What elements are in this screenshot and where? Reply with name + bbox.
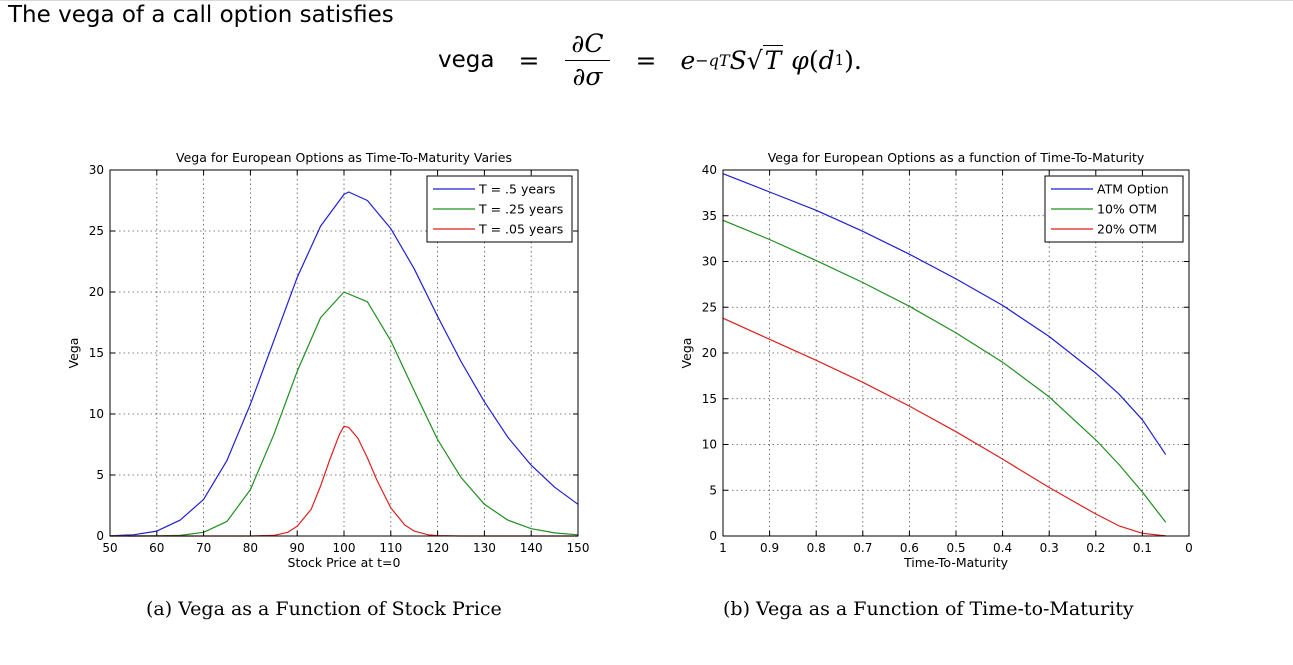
series-line-3 (110, 425, 578, 537)
formula-e: e (680, 45, 696, 75)
x-tick-label: 0.4 (993, 541, 1012, 555)
formula-numerator: ∂C (565, 29, 610, 61)
chart-title: Vega for European Options as Time-To-Mat… (176, 150, 512, 165)
formula-equals-2: = (635, 45, 657, 75)
formula-close: ). (844, 45, 862, 75)
x-tick-label: 110 (379, 541, 402, 555)
chart-vega-vs-stock-price: 50 60 70 80 90 100 110 120 130 140 150 0 5 10 15 20 25 30… (66, 150, 590, 570)
x-tick-label: 50 (102, 541, 117, 555)
x-tick-label: 0.9 (760, 541, 779, 555)
x-tick-label: 0.3 (1040, 541, 1059, 555)
y-tick-label: 25 (89, 224, 104, 238)
x-axis-label: Time-To-Maturity (903, 555, 1009, 570)
denominator-partial: ∂ (572, 61, 586, 91)
legend-label-3: 20% OTM (1097, 222, 1157, 237)
formula-S: S (729, 45, 747, 75)
formula-fraction: ∂C ∂σ (565, 29, 610, 91)
y-tick-label: 20 (89, 285, 104, 299)
legend-label-1: T = .5 years (478, 182, 555, 197)
x-tick-label: 80 (243, 541, 258, 555)
formula-exponent: −qT (695, 50, 730, 70)
formula-denominator: ∂σ (566, 61, 608, 91)
formula-d: d (818, 45, 835, 75)
intro-text: The vega of a call option satisfies (8, 2, 394, 28)
series-line-1 (109, 191, 579, 537)
legend-label-1: ATM Option (1097, 182, 1169, 197)
y-tick-label: 5 (96, 468, 104, 482)
x-tick-label: 0.5 (946, 541, 965, 555)
numerator-partial: ∂ (571, 29, 585, 58)
y-tick-label: 10 (89, 407, 104, 421)
denominator-var: σ (585, 61, 603, 91)
y-tick-label: 0 (96, 529, 104, 543)
x-tick-label: 0.2 (1086, 541, 1105, 555)
series-line-3 (722, 317, 1166, 537)
series-line-2 (109, 291, 579, 537)
y-tick-label: 20 (702, 346, 717, 360)
numerator-var: C (584, 29, 604, 58)
series-line-1 (722, 173, 1167, 455)
y-tick-label: 40 (702, 163, 717, 177)
x-tick-label: 60 (149, 541, 164, 555)
legend: ATM Option 10% OTM 20% OTM (1044, 175, 1184, 243)
x-tick-label: 0 (1185, 541, 1193, 555)
vega-formula: vega = ∂C ∂σ = e −qT S √T φ(d 1). (438, 29, 862, 91)
legend-label-2: T = .25 years (478, 202, 563, 217)
y-tick-label: 15 (702, 392, 717, 406)
x-tick-label: 1 (719, 541, 727, 555)
x-tick-label: 0.7 (853, 541, 872, 555)
formula-sqrt: √T (746, 44, 784, 75)
y-axis-label: Vega (66, 338, 81, 369)
x-tick-label: 0.6 (900, 541, 919, 555)
x-tick-label: 120 (426, 541, 449, 555)
top-divider (0, 0, 1293, 1)
y-tick-label: 30 (89, 163, 104, 177)
y-tick-label: 5 (709, 483, 717, 497)
x-tick-label: 150 (567, 541, 590, 555)
x-tick-label: 0.1 (1133, 541, 1152, 555)
y-tick-label: 15 (89, 346, 104, 360)
y-tick-label: 25 (702, 300, 717, 314)
x-tick-label: 140 (520, 541, 543, 555)
x-axis-label: Stock Price at t=0 (288, 555, 401, 570)
y-tick-label: 10 (702, 438, 717, 452)
chart-title: Vega for European Options as a function … (768, 150, 1145, 165)
formula-lhs: vega (438, 47, 495, 73)
x-tick-label: 70 (196, 541, 211, 555)
caption-left: (a) Vega as a Function of Stock Price (146, 598, 502, 620)
formula-sqrt-arg: T (762, 44, 784, 75)
x-tick-label: 130 (473, 541, 496, 555)
formula-phi: φ (791, 45, 809, 75)
legend-label-2: 10% OTM (1097, 202, 1157, 217)
y-tick-label: 0 (709, 529, 717, 543)
formula-equals-1: = (518, 45, 540, 75)
chart-vega-vs-time-to-maturity: 1 0.9 0.8 0.7 0.6 0.5 0.4 0.3 0.2 0.1 0 0 5 10 15 20 25 3… (679, 150, 1193, 570)
y-tick-label: 30 (702, 255, 717, 269)
caption-right: (b) Vega as a Function of Time-to-Maturi… (723, 598, 1134, 620)
x-tick-label: 100 (333, 541, 356, 555)
legend: T = .5 years T = .25 years T = .05 years (426, 175, 573, 243)
y-tick-label: 35 (702, 209, 717, 223)
legend-label-3: T = .05 years (478, 222, 563, 237)
x-tick-label: 0.8 (807, 541, 826, 555)
y-axis-label: Vega (679, 338, 694, 369)
x-tick-label: 90 (290, 541, 305, 555)
series-line-2 (722, 219, 1167, 523)
formula-subscript: 1 (834, 51, 845, 69)
